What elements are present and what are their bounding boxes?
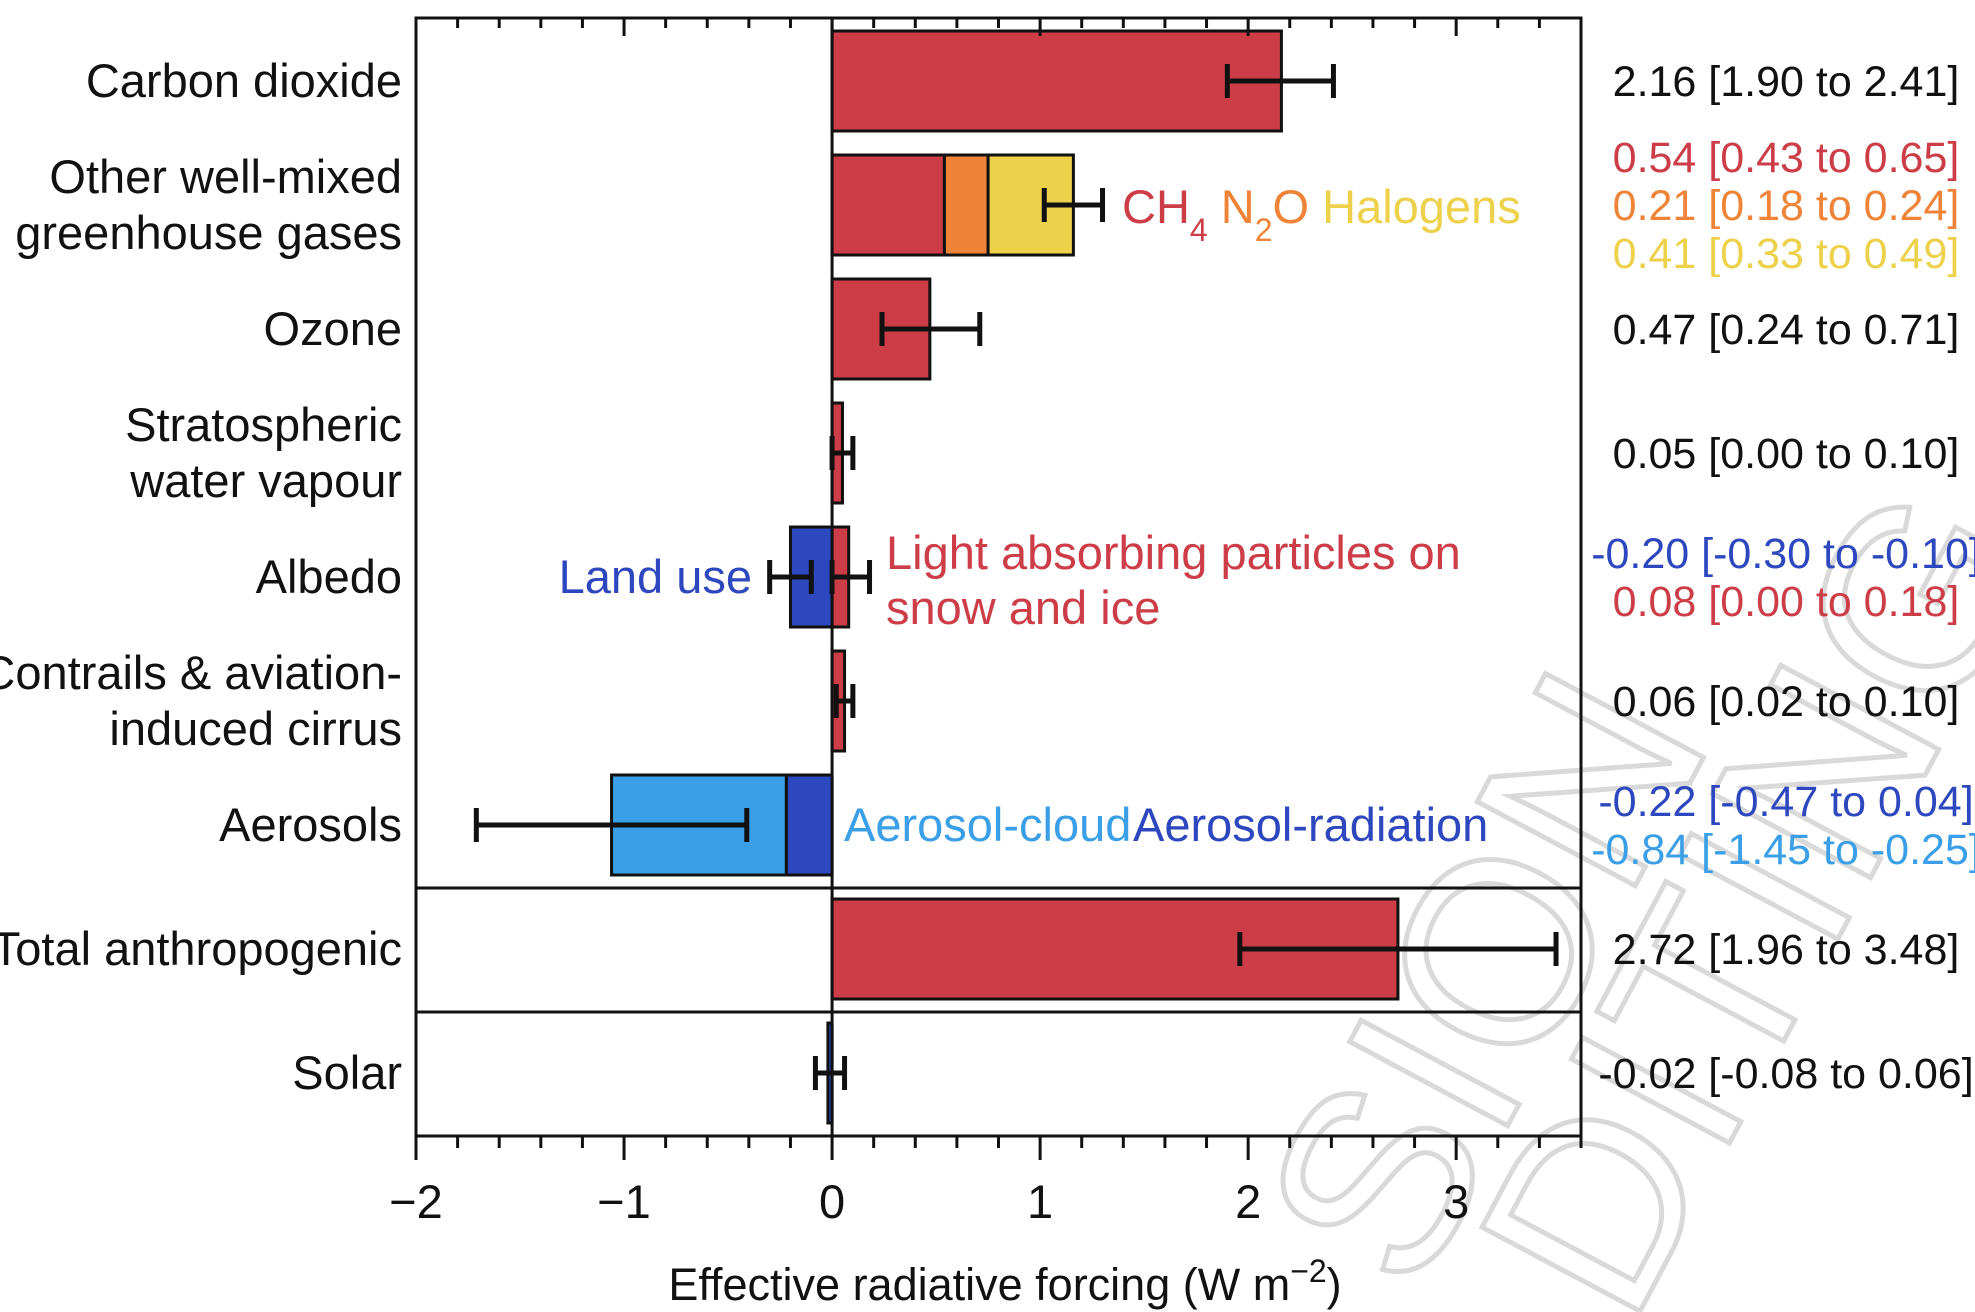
x-axis-label-main: Effective radiative forcing (W m — [668, 1259, 1290, 1310]
value-label: 0.06 [0.02 to 0.10] — [1613, 678, 1960, 726]
x-tick-label: 3 — [1443, 1175, 1469, 1228]
category-label: Contrails & aviation- — [0, 646, 402, 699]
x-tick-label: 2 — [1235, 1175, 1261, 1228]
ghg-label-ch4: CH — [1122, 180, 1190, 233]
land-use-annotation: Land use — [559, 550, 752, 603]
x-tick-label: −2 — [389, 1175, 443, 1228]
category-labels: Carbon dioxide Other well-mixedgreenhouse… — [0, 54, 402, 1099]
x-tick-label: 1 — [1027, 1175, 1053, 1228]
value-label: 0.41 [0.33 to 0.49] — [1613, 230, 1960, 278]
annotation-spacer — [1309, 180, 1322, 233]
value-label: -0.02 [-0.08 to 0.06] — [1598, 1050, 1973, 1098]
value-label: 0.08 [0.00 to 0.18] — [1613, 578, 1960, 626]
ghg-annotation: CH4 N2O Halogens — [1122, 180, 1521, 248]
value-label: 2.16 [1.90 to 2.41] — [1613, 58, 1960, 106]
error-bar — [879, 312, 983, 346]
value-label: 2.72 [1.96 to 3.48] — [1613, 926, 1960, 974]
error-bar — [829, 436, 856, 470]
lap-annotation: snow and ice — [886, 581, 1160, 634]
value-label: -0.84 [-1.45 to -0.25] — [1591, 826, 1975, 874]
value-label: 0.05 [0.00 to 0.10] — [1613, 430, 1960, 478]
aerosol-radiation-annotation: Aerosol-radiation — [1133, 798, 1488, 851]
aerosol-cloud-annotation: Aerosol-cloud — [844, 798, 1131, 851]
ghg-label-subscript: 2 — [1255, 212, 1273, 248]
x-axis-label-close: ) — [1327, 1259, 1342, 1310]
plot-area: CH4 N2O Halogens Land use Light absorbing … — [414, 16, 1583, 1138]
error-bar — [1237, 932, 1559, 966]
x-axis: −2 −1 0 1 2 3 — [389, 18, 1583, 1228]
category-label: Aerosols — [219, 798, 402, 851]
error-bar — [812, 1056, 848, 1090]
x-tick-label: −1 — [597, 1175, 651, 1228]
category-label: water vapour — [129, 454, 402, 507]
annotation-spacer — [1208, 180, 1221, 233]
value-label: -0.20 [-0.30 to -0.10] — [1591, 530, 1975, 578]
ghg-label-suffix: O — [1273, 180, 1310, 233]
error-bar — [1041, 188, 1106, 222]
lap-annotation: Light absorbing particles on — [886, 526, 1461, 579]
ghg-label-n2o: N — [1221, 180, 1255, 233]
error-bar — [767, 560, 814, 594]
ghg-label-halogens: Halogens — [1322, 180, 1521, 233]
error-bar — [1224, 64, 1336, 98]
value-labels: 2.16 [1.90 to 2.41]0.54 [0.43 to 0.65]0.… — [1591, 58, 1975, 1098]
error-bar — [833, 684, 856, 718]
error-bar — [829, 560, 873, 594]
bar-aerosol-radiation — [784, 773, 834, 877]
error-bar — [473, 808, 750, 842]
category-label: Stratospheric — [125, 398, 402, 451]
bar-carbon-dioxide — [830, 29, 1283, 133]
category-label: greenhouse gases — [15, 206, 402, 259]
category-label: Total anthropogenic — [0, 922, 402, 975]
value-label: -0.22 [-0.47 to 0.04] — [1598, 778, 1973, 826]
bar-n2o — [942, 153, 990, 257]
x-tick-label: 0 — [819, 1175, 845, 1228]
x-axis-label-superscript: −2 — [1290, 1253, 1326, 1289]
category-label: Albedo — [256, 550, 402, 603]
category-label: Carbon dioxide — [86, 54, 402, 107]
category-label: Other well-mixed — [49, 150, 402, 203]
category-label: Solar — [292, 1046, 402, 1099]
value-label: 0.54 [0.43 to 0.65] — [1613, 134, 1960, 182]
ghg-label-subscript: 4 — [1190, 212, 1208, 248]
category-label: induced cirrus — [109, 702, 402, 755]
x-axis-label: Effective radiative forcing (W m−2) — [668, 1253, 1341, 1310]
value-label: 0.21 [0.18 to 0.24] — [1613, 182, 1960, 230]
bar-ch4 — [830, 153, 946, 257]
value-label: 0.47 [0.24 to 0.71] — [1613, 306, 1960, 354]
category-label: Ozone — [264, 302, 402, 355]
